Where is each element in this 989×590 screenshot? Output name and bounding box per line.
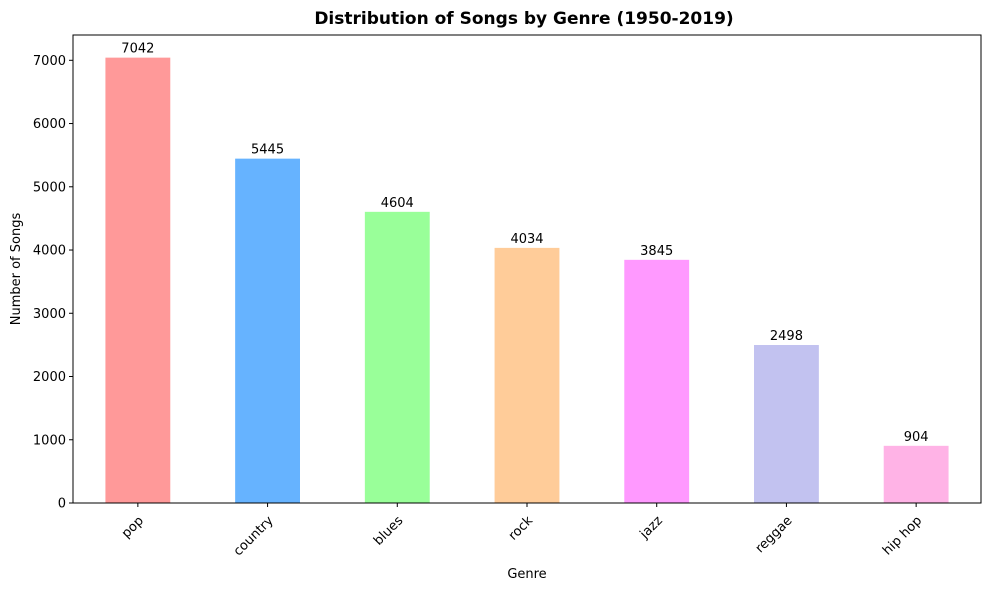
y-tick-label: 6000: [33, 117, 66, 132]
data-label: 2498: [770, 329, 803, 344]
data-label: 5445: [251, 143, 284, 158]
bar-country: [235, 158, 300, 503]
y-tick-label: 3000: [33, 307, 66, 322]
bar-jazz: [624, 259, 690, 503]
x-tick-label: reggae: [753, 513, 796, 556]
axes-frame: [72, 34, 982, 504]
x-axis-label: Genre: [507, 567, 546, 582]
y-tick-label: 5000: [33, 180, 66, 195]
y-tick-label: 0: [58, 497, 66, 512]
y-tick-label: 4000: [33, 244, 66, 259]
bar-hip-hop: [883, 445, 949, 503]
x-tick-label: pop: [119, 513, 147, 541]
y-tick-label: 1000: [33, 433, 66, 448]
bar-blues: [364, 211, 430, 503]
data-label: 904: [904, 430, 929, 445]
x-tick-label: hip hop: [880, 513, 925, 558]
data-label: 7042: [121, 42, 154, 57]
x-tick-label: jazz: [637, 513, 666, 542]
bar-rock: [494, 247, 560, 503]
x-tick-label: rock: [506, 513, 537, 544]
y-axis-label: Number of Songs: [9, 213, 24, 326]
chart-title: Distribution of Songs by Genre (1950-201…: [314, 9, 733, 29]
data-label: 4034: [510, 232, 543, 247]
bar-reggae: [754, 345, 819, 503]
plot-area: 7042 pop 5445 country 4604 blues 4034 rock 3845 j…: [33, 34, 982, 559]
data-label: 4604: [381, 196, 414, 211]
y-tick-label: 2000: [33, 370, 66, 385]
data-label: 3845: [640, 244, 673, 259]
x-tick-label: country: [231, 513, 277, 559]
bar-pop: [105, 57, 171, 503]
x-tick-label: blues: [371, 513, 406, 548]
y-tick-label: 7000: [33, 54, 66, 69]
